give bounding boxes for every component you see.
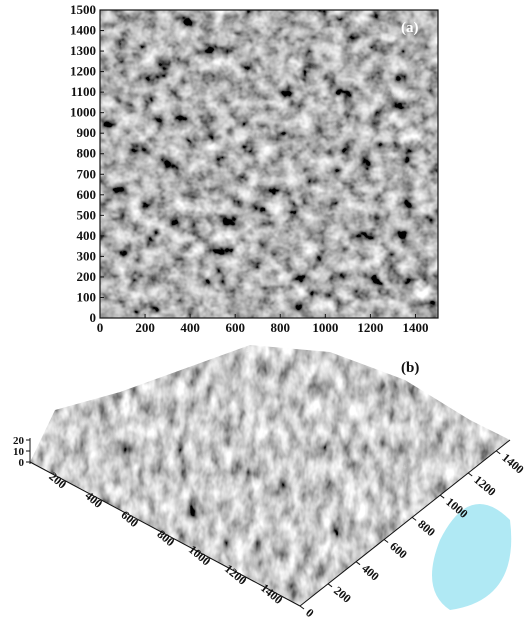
afm-image-2d xyxy=(100,10,438,318)
y-tick-label: 1500 xyxy=(70,2,96,17)
x-tick-label: 1400 xyxy=(402,320,428,335)
axis-line xyxy=(29,461,301,607)
y-tick-label: 0 xyxy=(90,310,97,325)
right-tick-label: 200 xyxy=(331,583,354,605)
y-tick-label: 800 xyxy=(77,146,97,161)
tick-mark xyxy=(467,472,473,477)
tick-mark xyxy=(327,583,333,588)
tick-mark xyxy=(62,480,67,486)
panel-label: (a) xyxy=(401,20,419,36)
x-tick-label: 1000 xyxy=(312,320,338,335)
right-tick-label: 600 xyxy=(387,539,410,561)
x-tick-label: 400 xyxy=(180,320,200,335)
z-tick-label: 20 xyxy=(13,435,25,447)
y-tick-label: 400 xyxy=(77,228,97,243)
tick-mark xyxy=(242,577,247,582)
right-tick-label: 1200 xyxy=(471,473,498,499)
tick-mark xyxy=(299,605,305,610)
tick-mark xyxy=(495,450,501,455)
x-tick-label: 800 xyxy=(271,320,291,335)
y-tick-label: 900 xyxy=(77,125,97,140)
tick-mark xyxy=(134,519,139,524)
y-tick-label: 1300 xyxy=(70,43,96,58)
x-tick-label: 600 xyxy=(225,320,245,335)
axis-ticks-a: 0 200 400 600 800 1000 1200 1400 0 100 200 300 400 50… xyxy=(70,2,428,335)
right-tick-label: 0 xyxy=(303,606,317,621)
tick-mark xyxy=(170,538,175,544)
y-tick-label: 1400 xyxy=(70,23,96,38)
y-tick-label: 300 xyxy=(77,248,97,263)
z-tick-label: 0 xyxy=(19,457,25,469)
tick-mark xyxy=(383,539,389,543)
right-tick-label: 400 xyxy=(359,561,382,583)
tick-mark xyxy=(411,516,417,521)
x-tick-label: 200 xyxy=(135,320,155,335)
y-tick-label: 1100 xyxy=(71,84,96,99)
y-tick-label: 700 xyxy=(77,166,97,181)
tick-mark xyxy=(278,596,283,601)
y-tick-label: 600 xyxy=(77,187,97,202)
right-tick-label: 1400 xyxy=(499,450,524,476)
panel-label: (b) xyxy=(401,360,419,376)
y-tick-label: 100 xyxy=(77,289,97,304)
tick-mark xyxy=(439,494,445,499)
y-tick-label: 1200 xyxy=(70,64,96,79)
tick-mark xyxy=(98,500,103,505)
tick-mark xyxy=(206,557,211,563)
x-tick-label: 1200 xyxy=(357,320,383,335)
tick-mark xyxy=(355,561,361,566)
frame xyxy=(99,9,439,319)
z-tick-label: 10 xyxy=(13,446,25,458)
y-tick-label: 500 xyxy=(77,207,97,222)
right-tick-label: 800 xyxy=(415,517,438,539)
y-tick-label: 200 xyxy=(77,269,97,284)
watermark xyxy=(432,504,512,610)
x-tick-label: 0 xyxy=(97,320,104,335)
axis-line xyxy=(299,439,511,607)
y-tick-label: 1000 xyxy=(70,105,96,120)
